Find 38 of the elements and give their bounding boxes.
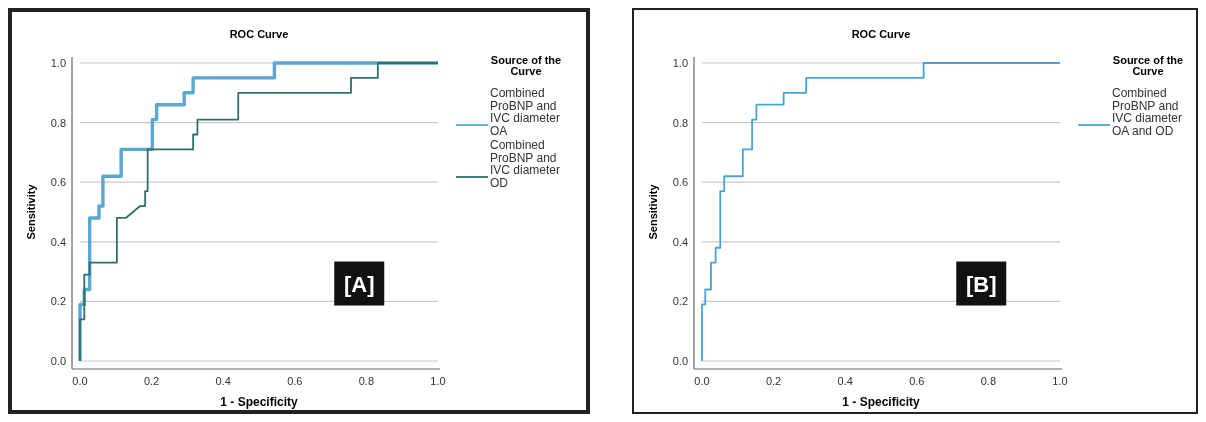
x-tick-label: 0.4 (837, 375, 853, 387)
y-tick-label: 0.0 (672, 355, 688, 367)
x-tick-label: 0.0 (694, 375, 710, 387)
y-tick-label: 0.8 (50, 116, 66, 129)
text: Combined ProBNP and IVC diameter OD (490, 138, 561, 190)
x-tick-label: 0.6 (909, 375, 925, 387)
line-series (701, 62, 1061, 362)
annotation: [B] (965, 271, 997, 297)
x-tick-label: 0.4 (215, 375, 231, 387)
chart-title: ROC Curve (229, 28, 289, 40)
y-tick-label: 0.6 (672, 176, 688, 189)
y-axis-title: Sensitivity (25, 183, 37, 240)
legend-title: Source of the Curve (490, 54, 562, 77)
text: Combined ProBNP and IVC diameter OA (490, 86, 561, 138)
legend-title: Source of the Curve (1112, 54, 1184, 77)
y-tick-label: 1.0 (50, 57, 66, 69)
chart-title: ROC Curve (851, 28, 911, 40)
x-tick-label: 1.0 (1052, 375, 1068, 387)
y-axis-title: Sensitivity (647, 183, 659, 240)
y-tick-label: 1.0 (672, 57, 688, 69)
text: Combined ProBNP and IVC diameter OA and OD (1112, 86, 1183, 138)
x-tick-label: 0.6 (287, 375, 303, 387)
y-tick-label: 0.2 (672, 295, 688, 308)
y-tick-label: 0.2 (50, 295, 66, 308)
y-tick-label: 0.0 (50, 355, 66, 367)
x-tick-label: 0.2 (143, 375, 160, 387)
y-tick-label: 0.6 (50, 176, 66, 189)
y-tick-label: 0.4 (672, 235, 688, 248)
x-tick-label: 0.2 (765, 375, 782, 387)
x-tick-label: 1.0 (430, 375, 446, 387)
x-tick-label: 0.8 (358, 375, 375, 387)
x-axis-title: 1 - Specificity (842, 395, 920, 409)
x-tick-label: 0.8 (980, 375, 997, 387)
x-axis-title: 1 - Specificity (220, 395, 298, 409)
x-tick-label: 0.0 (72, 375, 88, 387)
y-tick-label: 0.8 (672, 116, 688, 129)
annotation: [A] (343, 271, 375, 297)
y-tick-label: 0.4 (50, 235, 66, 248)
